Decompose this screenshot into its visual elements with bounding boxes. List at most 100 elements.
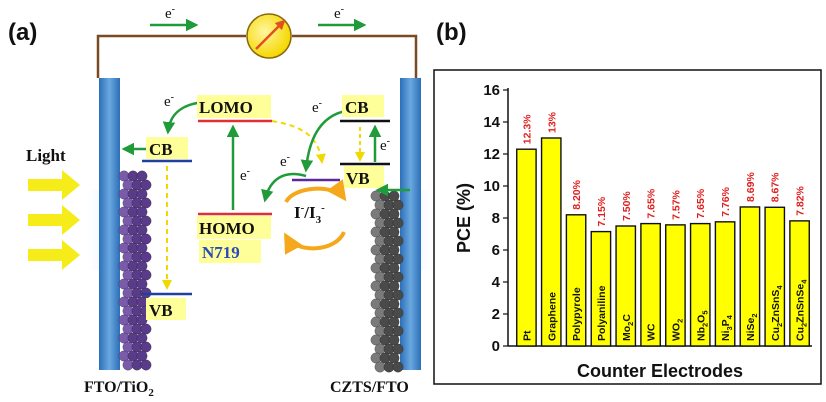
tio2-particle — [118, 206, 130, 218]
czts-particle — [383, 271, 395, 283]
czts-particle — [374, 307, 386, 319]
y-tick-label: 0 — [492, 338, 500, 355]
czts-particles — [370, 190, 404, 373]
czts-particle — [383, 217, 395, 229]
bar-value-label: 12.3% — [521, 114, 533, 144]
cb-right-highlight — [342, 95, 384, 117]
czts-particle — [392, 307, 404, 319]
y-tick-label: 10 — [483, 178, 500, 195]
tio2-particle — [118, 260, 130, 272]
tio2-particle — [122, 305, 134, 317]
bar — [665, 224, 686, 347]
tio2-particle — [127, 296, 139, 308]
czts-particle — [374, 217, 386, 229]
panel-a: (a) e- e- Light CB — [8, 4, 436, 399]
czts-particle — [383, 325, 395, 337]
electron-label: e- — [334, 4, 344, 22]
category-label: Polyaniline — [596, 285, 608, 341]
lomo-highlight — [197, 95, 271, 118]
czts-particle — [370, 190, 382, 202]
tio2-particle — [127, 206, 139, 218]
y-tick-label: 16 — [483, 82, 500, 99]
homo-label: HOMO — [199, 219, 255, 238]
dye-highlight — [199, 240, 261, 263]
electron-label: e- — [164, 92, 174, 110]
tio2-particle — [131, 215, 143, 227]
czts-particle — [383, 307, 395, 319]
category-label: Pt — [521, 330, 533, 341]
category-label: Graphene — [546, 292, 558, 341]
czts-particle — [370, 226, 382, 238]
czts-particle — [388, 190, 400, 202]
bar-value-label: 13% — [546, 111, 558, 133]
czts-particle — [379, 244, 391, 256]
cb-right-label: CB — [345, 98, 369, 117]
czts-particle — [379, 316, 391, 328]
bar-value-label: 7.76% — [720, 186, 732, 216]
czts-particle — [383, 199, 395, 211]
tio2-particle — [127, 188, 139, 200]
czts-particle — [383, 343, 395, 355]
electron-label: e- — [240, 166, 250, 184]
tio2-particle — [131, 323, 143, 335]
light-label: Light — [26, 146, 66, 165]
bar-value-label: 7.82% — [795, 185, 807, 215]
electron-label: e- — [380, 136, 390, 154]
tio2-particle — [122, 269, 134, 281]
czts-particle — [370, 262, 382, 274]
electrode-left-label: FTO/TiO2 — [84, 379, 154, 399]
tio2-particle — [127, 242, 139, 254]
bar — [789, 220, 810, 347]
tio2-particle — [131, 287, 143, 299]
category-label: Nb2O5 — [695, 310, 709, 341]
category-label: WO2 — [670, 319, 684, 341]
czts-particle — [383, 289, 395, 301]
czts-particle — [383, 361, 395, 373]
y-tick-label: 8 — [492, 210, 500, 227]
reduction-arrow — [300, 108, 353, 173]
czts-particle — [370, 298, 382, 310]
tio2-particle — [140, 359, 152, 371]
panel-b: (b) 0 2 4 6 8 10 12 14 16 PCE (%) Counter Electrod… — [433, 19, 822, 385]
czts-particle — [374, 289, 386, 301]
tio2-particle — [118, 188, 130, 200]
y-tick-label: 12 — [483, 146, 500, 163]
tio2-particle — [136, 242, 148, 254]
bar-value-label: 7.50% — [621, 191, 633, 221]
circuit-wire — [96, 34, 418, 78]
czts-particle — [370, 352, 382, 364]
tio2-particle — [127, 332, 139, 344]
tio2-particle — [131, 233, 143, 245]
tio2-particle — [118, 350, 130, 362]
y-tick-label: 4 — [492, 274, 501, 291]
vb-left-label: VB — [149, 301, 173, 320]
tio2-particle — [131, 251, 143, 263]
czts-particle — [379, 262, 391, 274]
electron-label: e- — [165, 4, 175, 22]
tio2-particle — [122, 341, 134, 353]
czts-particle — [374, 271, 386, 283]
czts-particle — [388, 226, 400, 238]
tio2-particle — [136, 314, 148, 326]
tio2-particle — [127, 314, 139, 326]
czts-particle — [392, 343, 404, 355]
bar-value-label: 8.67% — [770, 172, 782, 202]
czts-particle — [379, 208, 391, 220]
czts-particle — [379, 226, 391, 238]
tio2-particle — [140, 197, 152, 209]
panel-b-label: (b) — [436, 19, 467, 46]
tio2-particle — [122, 287, 134, 299]
bar — [565, 214, 587, 347]
tio2-particle — [131, 197, 143, 209]
czts-particle — [388, 262, 400, 274]
tio2-particle — [131, 305, 143, 317]
tio2-particle — [136, 332, 148, 344]
czts-particle — [383, 253, 395, 265]
tio2-particle — [118, 242, 130, 254]
czts-particle — [392, 289, 404, 301]
bar — [516, 148, 537, 347]
czts-particle — [388, 244, 400, 256]
vb-right-highlight — [344, 166, 384, 188]
bar — [590, 230, 612, 347]
dye-label: N719 — [202, 243, 240, 262]
